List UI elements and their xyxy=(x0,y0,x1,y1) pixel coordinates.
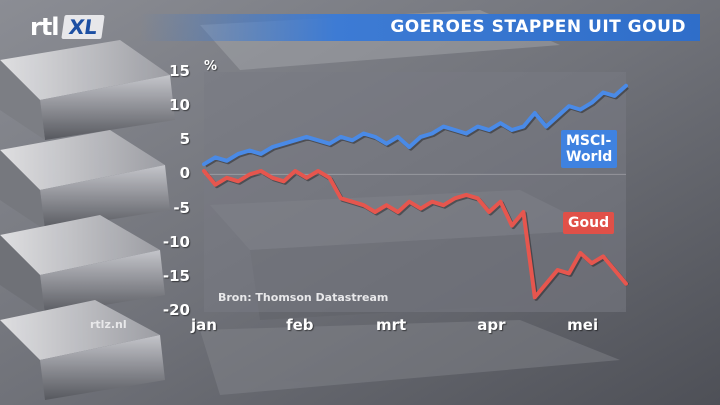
y-tick-label: 0 xyxy=(179,164,190,183)
legend-msci-world: MSCI- World xyxy=(561,130,618,168)
msci-world-line xyxy=(202,83,628,167)
y-tick-label: 5 xyxy=(179,130,190,149)
legend-goud-label: Goud xyxy=(568,215,610,231)
y-tick-label: -5 xyxy=(173,198,190,217)
chart-title: GOEROES STAPPEN UIT GOUD xyxy=(390,17,686,37)
rtlxl-logo: rtl XL xyxy=(30,13,105,41)
x-tick-label: feb xyxy=(286,316,314,334)
legend-msci-line-1: MSCI- xyxy=(566,133,612,149)
title-bar: GOEROES STAPPEN UIT GOUD xyxy=(140,14,700,41)
series-shadow-1 xyxy=(203,170,630,301)
x-tick-label: apr xyxy=(477,316,506,334)
legend-msci-line-2: World xyxy=(566,149,613,165)
y-tick-label: -15 xyxy=(162,266,190,285)
y-tick-label: 15 xyxy=(169,62,190,80)
logo-rtl-text: rtl xyxy=(30,13,60,41)
x-tick-label: jan xyxy=(191,316,217,334)
x-tick-label: mei xyxy=(567,316,599,334)
legend-goud: Goud xyxy=(563,212,615,234)
y-tick-label: 10 xyxy=(169,96,190,115)
source-note: Bron: Thomson Datastream xyxy=(218,291,389,304)
website-watermark: rtlz.nl xyxy=(90,318,127,331)
bar-stack xyxy=(0,40,175,400)
y-tick-label: -20 xyxy=(162,301,190,319)
y-axis-unit: % xyxy=(204,59,218,74)
goud-line xyxy=(202,169,628,300)
y-tick-label: -10 xyxy=(162,232,190,251)
x-tick-label: mrt xyxy=(375,316,407,334)
